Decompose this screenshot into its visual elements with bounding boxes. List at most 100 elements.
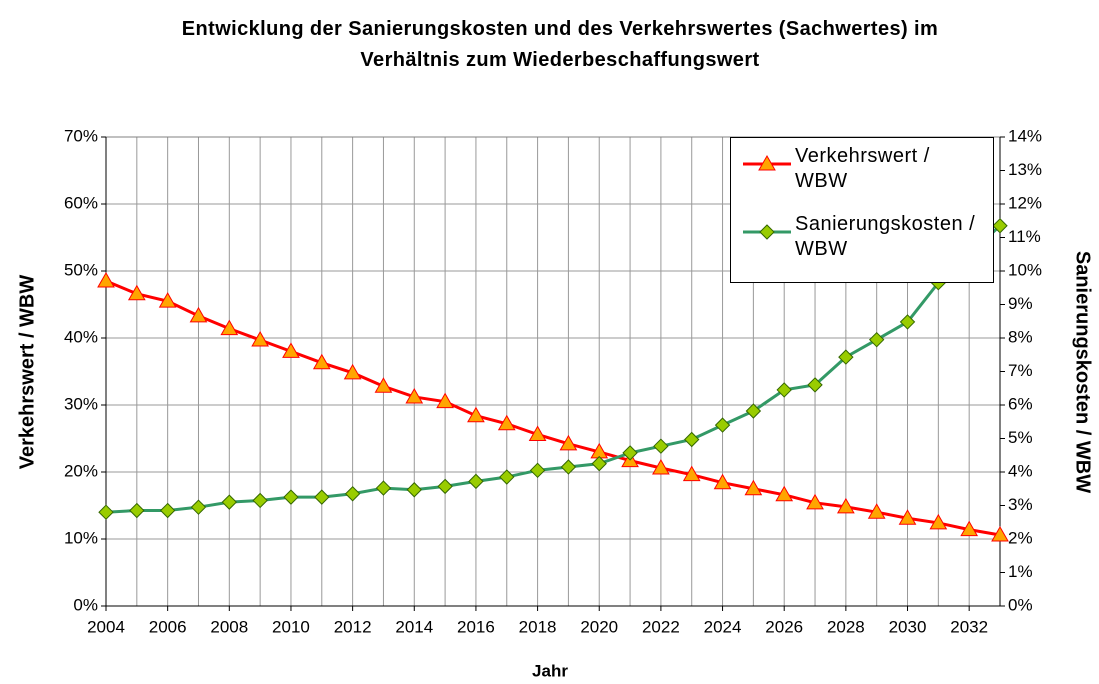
marker <box>899 314 916 330</box>
y2-tick-label: 5% <box>1008 428 1033 447</box>
x-tick-label: 2030 <box>889 617 927 636</box>
marker <box>529 462 546 479</box>
marker <box>559 434 578 451</box>
x-tick-label: 2004 <box>87 617 125 636</box>
series-line <box>105 279 1001 537</box>
x-tick-label: 2012 <box>334 617 372 636</box>
marker <box>436 392 454 409</box>
marker <box>684 431 700 448</box>
marker <box>960 520 979 537</box>
y2-tick-label: 14% <box>1008 126 1042 145</box>
marker <box>867 503 886 519</box>
x-tick-label: 2006 <box>149 617 187 636</box>
x-tick-label: 2032 <box>950 617 988 636</box>
y2-tick-label: 1% <box>1008 562 1033 581</box>
y-tick-label: 20% <box>64 461 98 480</box>
marker <box>991 525 1009 542</box>
marker <box>758 154 776 171</box>
y2-tick-label: 7% <box>1008 361 1033 380</box>
marker <box>375 480 392 496</box>
marker <box>714 417 731 433</box>
x-tick-label: 2026 <box>765 617 803 636</box>
marker <box>837 497 855 514</box>
marker <box>437 478 453 495</box>
x-tick-label: 2018 <box>519 617 557 636</box>
x-tick-label: 2014 <box>395 617 433 636</box>
marker <box>374 377 393 393</box>
x-tick-label: 2016 <box>457 617 495 636</box>
marker <box>190 499 207 515</box>
marker <box>159 502 176 519</box>
marker <box>251 331 269 347</box>
marker <box>283 489 299 505</box>
y2-tick-label: 6% <box>1008 394 1033 413</box>
legend: Verkehrswert / WBW Sanierungskosten / WBW <box>730 137 994 283</box>
y2-axis-label: Sanierungskosten / WBW <box>1072 251 1094 493</box>
y2-tick-label: 4% <box>1008 461 1033 480</box>
marker <box>560 459 577 475</box>
marker <box>775 485 794 502</box>
y2-tick-label: 2% <box>1008 528 1033 547</box>
legend-label: Sanierungskosten / WBW <box>795 213 976 260</box>
y2-tick-label: 11% <box>1008 227 1041 246</box>
y2-tick-label: 13% <box>1008 160 1042 179</box>
marker <box>98 504 114 520</box>
marker <box>127 284 146 301</box>
marker <box>652 458 670 475</box>
marker <box>189 306 208 323</box>
x-axis-label: Jahr <box>532 661 568 680</box>
marker <box>992 218 1008 234</box>
marker <box>591 455 607 472</box>
y-tick-label: 70% <box>64 126 98 145</box>
chart-title: Entwicklung der Sanierungskosten und des… <box>181 18 939 71</box>
marker <box>806 493 824 510</box>
marker <box>868 331 885 348</box>
marker <box>713 473 732 490</box>
y-tick-label: 60% <box>64 193 98 212</box>
marker <box>776 382 792 398</box>
marker <box>468 473 484 490</box>
marker <box>744 479 763 496</box>
marker <box>759 224 775 240</box>
marker <box>220 319 239 336</box>
marker <box>528 425 547 441</box>
x-tick-label: 2028 <box>827 617 865 636</box>
marker <box>406 482 422 498</box>
legend-item: Sanierungskosten / WBW <box>731 212 995 272</box>
y-tick-label: 0% <box>73 595 98 614</box>
marker <box>314 489 330 505</box>
marker <box>467 406 485 423</box>
marker <box>898 509 917 525</box>
marker <box>622 445 638 461</box>
marker <box>499 469 515 485</box>
marker <box>282 342 300 358</box>
marker <box>312 353 331 370</box>
y-axis-label: Verkehrswert / WBW <box>16 275 38 470</box>
legend-label: Verkehrswert / WBW <box>795 145 930 192</box>
marker <box>653 438 669 454</box>
marker <box>221 494 238 510</box>
y2-tick-label: 12% <box>1008 193 1042 212</box>
y2-tick-label: 10% <box>1008 260 1042 279</box>
y-tick-label: 30% <box>64 394 98 413</box>
marker <box>158 292 177 308</box>
marker <box>344 486 361 502</box>
y2-tick-label: 8% <box>1008 327 1033 346</box>
y2-tick-label: 9% <box>1008 294 1033 313</box>
marker <box>405 387 424 404</box>
marker <box>929 513 948 530</box>
legend-swatch <box>743 154 791 171</box>
legend-item: Verkehrswert / WBW <box>731 144 995 204</box>
marker <box>807 377 823 393</box>
legend-swatch <box>743 224 791 240</box>
x-tick-label: 2020 <box>580 617 618 636</box>
marker <box>682 465 701 482</box>
x-tick-label: 2022 <box>642 617 680 636</box>
marker <box>252 492 268 509</box>
marker <box>838 349 854 365</box>
x-tick-label: 2024 <box>704 617 742 636</box>
marker <box>745 403 762 419</box>
marker <box>129 502 145 519</box>
